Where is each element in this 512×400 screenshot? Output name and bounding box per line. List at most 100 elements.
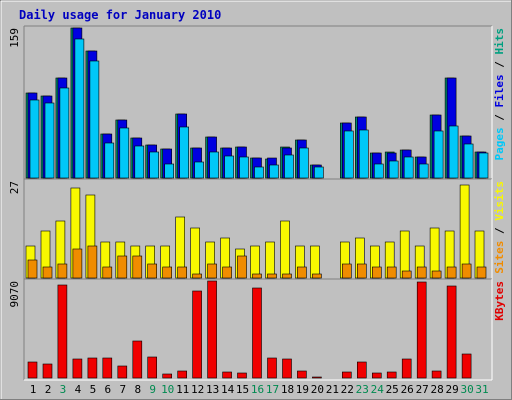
x-tick-label-24: 24 (371, 383, 385, 396)
x-tick-label-17: 17 (266, 383, 279, 396)
bar-visits-17 (265, 241, 275, 279)
bar-sites-26 (401, 270, 412, 279)
bar-kbytes-18 (282, 358, 292, 379)
x-tick-label-10: 10 (161, 383, 174, 396)
bar-kbytes-4 (72, 358, 83, 379)
x-tick-label-7: 7 (119, 383, 126, 396)
bar-pages-31 (478, 152, 489, 179)
legend-part-visits-1: / (493, 221, 506, 241)
bar-sites-6 (102, 266, 113, 279)
bar-kbytes-24 (371, 372, 382, 379)
bar-sites-2 (42, 266, 53, 279)
panel-hits: 159 Pages / Files / Hits (8, 25, 506, 181)
bar-sites-10 (162, 266, 172, 279)
bar-pages-4 (74, 38, 85, 179)
bar-sites-27 (416, 266, 427, 279)
bar-kbytes-16 (252, 287, 262, 379)
bar-sites-16 (252, 273, 262, 279)
bar-pages-25 (388, 160, 399, 179)
bar-visits-12 (190, 227, 200, 279)
bar-sites-12 (192, 273, 202, 279)
bar-pages-5 (89, 60, 100, 179)
bar-pages-17 (269, 164, 279, 179)
bar-pages-1 (29, 99, 40, 179)
x-tick-label-22: 22 (341, 383, 354, 396)
bar-kbytes-19 (297, 370, 307, 379)
x-tick-label-14: 14 (221, 383, 235, 396)
bar-pages-27 (418, 163, 429, 179)
legend-part-kbytes-0: KBytes (493, 281, 506, 321)
bar-sites-18 (282, 273, 292, 279)
bar-kbytes-30 (461, 353, 472, 379)
bar-pages-9 (149, 151, 159, 179)
panel-visits-max-label: 27 (8, 181, 21, 194)
x-tick-label-31: 31 (475, 383, 488, 396)
bar-visits-20 (310, 245, 320, 279)
bar-sites-17 (267, 273, 277, 279)
bar-sites-28 (431, 270, 442, 279)
bar-kbytes-23 (356, 361, 367, 379)
x-tick-label-21: 21 (326, 383, 339, 396)
bar-pages-12 (194, 161, 204, 179)
bar-pages-11 (179, 126, 189, 179)
bar-kbytes-7 (117, 365, 128, 379)
bar-kbytes-8 (132, 340, 143, 379)
bar-kbytes-28 (431, 370, 442, 379)
panel-kbytes: 9070 KBytes (8, 278, 506, 381)
bar-pages-19 (299, 147, 309, 179)
x-tick-label-8: 8 (134, 383, 141, 396)
x-tick-label-9: 9 (149, 383, 156, 396)
bar-pages-6 (104, 142, 115, 179)
chart-panels: 159 Pages / Files / Hits 27 Sites / Visits 9… (8, 25, 506, 381)
x-tick-label-12: 12 (191, 383, 204, 396)
bar-sites-25 (386, 266, 397, 279)
bar-pages-14 (224, 155, 234, 179)
series-kbytes (27, 280, 472, 379)
bar-sites-29 (446, 266, 457, 279)
bar-sites-30 (461, 263, 472, 279)
bar-pages-24 (373, 163, 384, 179)
panel-hits-legend-label: Pages / Files / Hits (493, 28, 506, 161)
bar-sites-23 (356, 263, 367, 279)
x-tick-label-30: 30 (460, 383, 473, 396)
bar-pages-16 (254, 166, 264, 179)
bar-visits-16 (250, 245, 260, 279)
x-tick-label-2: 2 (45, 383, 52, 396)
panel-visits-legend-label: Sites / Visits (493, 181, 506, 274)
panel-hits-max-label: 159 (8, 28, 21, 48)
bar-sites-31 (476, 266, 487, 279)
x-tick-label-20: 20 (311, 383, 324, 396)
panel-kbytes-max-label: 9070 (8, 281, 21, 308)
bar-sites-4 (72, 248, 83, 279)
x-tick-label-1: 1 (30, 383, 37, 396)
series-sites (27, 245, 487, 279)
bar-sites-7 (117, 255, 128, 279)
bar-kbytes-5 (87, 357, 98, 379)
x-tick-label-4: 4 (75, 383, 82, 396)
bar-sites-9 (147, 263, 157, 279)
bar-pages-3 (59, 87, 70, 179)
bar-kbytes-2 (42, 363, 53, 379)
x-axis-labels: 1 2 3 4 5 6 7 8 9 10 11 12 13 14 15 16 17 18 19 20 21 22 23 24 2… (30, 383, 489, 396)
bar-sites-13 (207, 263, 217, 279)
bar-visits-18 (280, 220, 290, 279)
bar-sites-22 (341, 263, 352, 279)
chart-title: Daily usage for January 2010 (19, 8, 221, 22)
bar-sites-15 (237, 255, 247, 279)
bar-pages-2 (44, 102, 55, 179)
bar-kbytes-10 (162, 373, 172, 379)
legend-part-hits-1: / (493, 108, 506, 128)
legend-part-hits-0: Pages (493, 127, 506, 160)
x-tick-label-18: 18 (281, 383, 294, 396)
bar-pages-28 (433, 130, 444, 179)
bar-kbytes-13 (207, 280, 217, 379)
bar-kbytes-26 (401, 358, 412, 379)
x-tick-label-19: 19 (296, 383, 309, 396)
bar-pages-30 (463, 143, 474, 179)
bar-pages-23 (358, 129, 369, 179)
x-tick-label-25: 25 (386, 383, 399, 396)
x-tick-label-15: 15 (236, 383, 249, 396)
x-tick-label-16: 16 (251, 383, 264, 396)
bar-kbytes-11 (177, 370, 187, 379)
